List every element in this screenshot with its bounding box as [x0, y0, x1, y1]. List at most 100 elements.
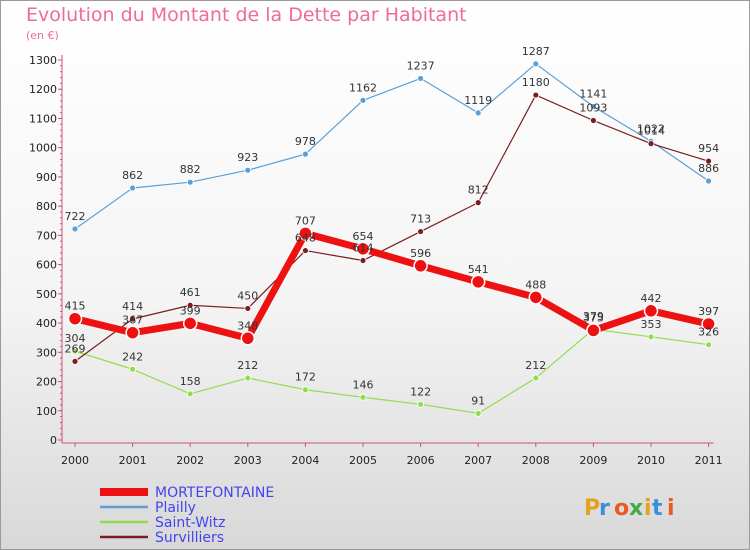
- y-tick-label: 1100: [29, 112, 57, 125]
- data-point: [474, 109, 482, 117]
- x-tick-label: 2006: [407, 454, 435, 467]
- y-tick-label: 800: [36, 200, 57, 213]
- data-point: [470, 274, 486, 290]
- data-label: 91: [471, 394, 485, 407]
- data-label: 812: [468, 184, 489, 197]
- y-tick-label: 900: [36, 171, 57, 184]
- data-point: [244, 374, 252, 382]
- data-label: 886: [698, 162, 719, 175]
- y-tick-label: 600: [36, 259, 57, 272]
- data-label: 304: [65, 332, 86, 345]
- data-label: 1237: [407, 59, 435, 72]
- legend-label: Plailly: [155, 500, 196, 516]
- data-point: [244, 305, 252, 312]
- data-point: [474, 409, 482, 417]
- logo-letter: o: [614, 496, 629, 521]
- data-label: 212: [525, 359, 546, 372]
- data-point: [186, 390, 194, 398]
- logo-letter: t: [652, 496, 663, 521]
- data-label: 1119: [464, 94, 492, 107]
- data-label: 397: [698, 305, 719, 318]
- y-tick-label: 300: [36, 346, 57, 359]
- data-point: [359, 257, 367, 264]
- data-label: 862: [122, 169, 143, 182]
- data-label: 450: [237, 289, 258, 302]
- series-line: [74, 229, 710, 342]
- data-label: 212: [237, 359, 258, 372]
- x-tick-label: 2000: [61, 454, 89, 467]
- data-label: 158: [180, 375, 201, 388]
- data-label: 348: [237, 319, 258, 332]
- data-label: 399: [180, 304, 201, 317]
- data-point: [301, 247, 309, 254]
- data-label: 461: [180, 286, 201, 299]
- data-label: 375: [583, 311, 604, 324]
- data-label: 442: [641, 292, 662, 305]
- data-point: [125, 325, 140, 340]
- data-point: [647, 140, 655, 148]
- logo-letter: r: [599, 496, 610, 521]
- data-point: [705, 177, 712, 185]
- data-label: 722: [65, 210, 86, 223]
- logo-letter: P: [584, 496, 600, 521]
- data-point: [71, 347, 79, 355]
- data-point: [244, 166, 252, 174]
- data-point: [129, 315, 137, 323]
- y-tick-label: 200: [36, 376, 57, 389]
- data-label: 488: [525, 278, 546, 291]
- data-point: [413, 258, 428, 274]
- x-tick-label: 2003: [234, 454, 262, 467]
- data-label: 541: [468, 263, 489, 276]
- data-point: [532, 91, 540, 99]
- data-point: [359, 96, 367, 104]
- data-label: 1014: [637, 125, 665, 138]
- data-point: [417, 75, 425, 82]
- data-label: 882: [180, 163, 201, 176]
- data-label: 1287: [522, 45, 550, 58]
- data-point: [590, 117, 597, 124]
- data-label: 172: [295, 371, 316, 384]
- data-label: 1141: [579, 87, 607, 100]
- data-label: 122: [410, 385, 431, 398]
- data-label: 1093: [579, 102, 607, 115]
- data-label: 353: [641, 318, 662, 331]
- data-label: 1162: [349, 81, 377, 94]
- y-tick-label: 100: [36, 405, 57, 418]
- data-label: 269: [65, 342, 86, 355]
- x-tick-label: 2005: [349, 454, 377, 467]
- x-tick-label: 2001: [119, 454, 147, 467]
- data-label: 614: [353, 242, 374, 255]
- data-label: 414: [122, 300, 143, 313]
- y-tick-label: 1000: [29, 142, 57, 155]
- data-point: [586, 323, 601, 338]
- x-tick-label: 2008: [522, 454, 550, 467]
- y-tick-label: 0: [50, 434, 57, 447]
- y-tick-label: 1300: [29, 54, 57, 67]
- data-label: 326: [698, 326, 719, 339]
- data-point: [355, 241, 371, 257]
- data-label: 978: [295, 135, 316, 148]
- data-label: 242: [122, 350, 143, 363]
- data-point: [186, 301, 194, 309]
- data-point: [705, 341, 712, 349]
- legend-label: MORTEFONTAINE: [155, 485, 274, 501]
- data-label: 923: [237, 151, 258, 164]
- data-point: [417, 400, 425, 408]
- series-line: [74, 63, 709, 230]
- series-line: [74, 328, 709, 414]
- data-label: 1022: [637, 122, 665, 135]
- legend-label: Saint-Witz: [155, 515, 225, 531]
- chart-subtitle: (en €): [26, 29, 59, 42]
- data-label: 596: [410, 247, 431, 260]
- data-point: [240, 331, 256, 346]
- data-point: [298, 226, 313, 241]
- data-label: 648: [295, 232, 316, 245]
- data-point: [129, 184, 137, 192]
- data-label: 1180: [522, 76, 550, 89]
- y-tick-label: 400: [36, 317, 57, 330]
- data-point: [129, 365, 137, 373]
- data-label: 367: [122, 314, 143, 327]
- data-point: [528, 290, 544, 305]
